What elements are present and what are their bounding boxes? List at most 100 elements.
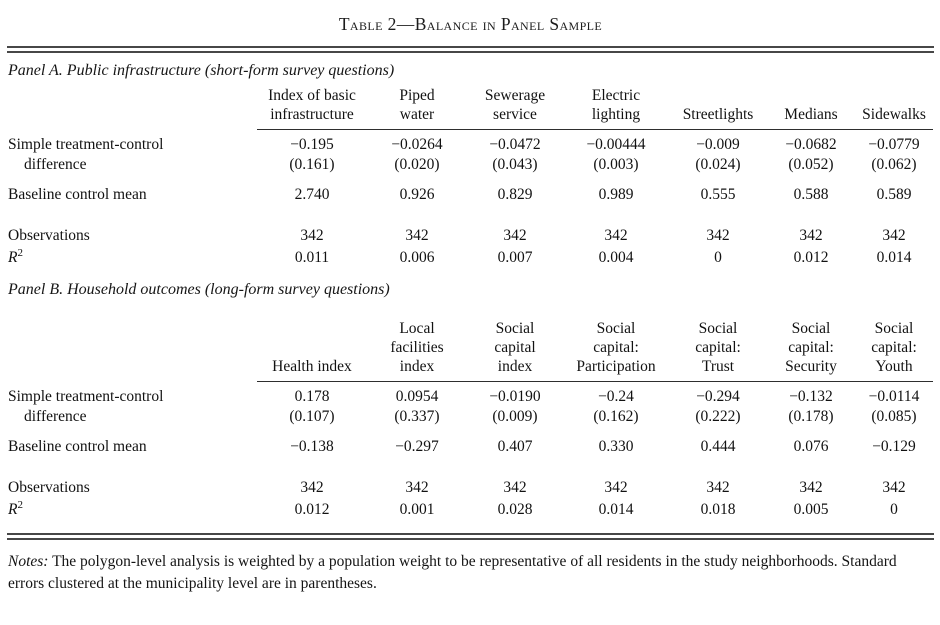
- cell-value: −0.0682 (0.052): [767, 130, 855, 176]
- cell-value: −0.0779 (0.062): [855, 130, 933, 176]
- cell-value: 0: [714, 249, 722, 266]
- bottom-double-rule: [7, 533, 934, 540]
- cell-value: −0.195 (0.161): [257, 130, 367, 176]
- estimate-value: −0.009: [696, 136, 740, 153]
- table-row: Observations 342 342 342 342 342 342 342: [7, 224, 933, 246]
- table-title: Table 2—Balance in Panel Sample: [338, 14, 603, 34]
- cell-value: −0.0264 (0.020): [367, 130, 467, 176]
- table-row: Simple treatment-control difference −0.195…: [7, 130, 933, 176]
- column-header-line: Sidewalks: [862, 106, 926, 123]
- table-row: Baseline control mean 2.740 0.926 0.829 0.98…: [7, 175, 933, 205]
- panel-a: Panel A. Public infrastructure (short-fo…: [7, 62, 934, 272]
- column-header-line: capital: [494, 339, 536, 356]
- estimate-value: −0.0472: [489, 136, 541, 153]
- column-header: Local facilities index: [367, 299, 467, 382]
- column-header-line: Trust: [701, 358, 735, 375]
- cell-value: 0.018: [700, 501, 736, 518]
- column-header: Piped water: [367, 80, 467, 130]
- cell-value: 0.011: [294, 249, 330, 266]
- panel-heading: Panel B. Household outcomes (long-form s…: [8, 281, 390, 298]
- spacer-cell: [7, 457, 933, 476]
- cell-value: 0.014: [876, 249, 912, 266]
- estimate-value: −0.24: [598, 388, 634, 405]
- panels-container: Panel A. Public infrastructure (short-fo…: [7, 62, 934, 524]
- cell-value: 342: [405, 227, 429, 244]
- row-label: Observations: [7, 224, 257, 246]
- row-label: Baseline control mean: [7, 175, 257, 205]
- row-label-line: Baseline control mean: [8, 438, 147, 455]
- panel-heading: Panel A. Public infrastructure (short-fo…: [8, 62, 395, 79]
- estimate-value: −0.0264: [391, 136, 443, 153]
- header-row: Health index Local facilities index Social ca…: [7, 299, 933, 382]
- top-double-rule: [7, 46, 934, 53]
- spacer-row: [7, 205, 933, 224]
- cell-value: 0.004: [598, 249, 634, 266]
- cell-value: −0.132 (0.178): [767, 382, 855, 428]
- cell-value: −0.138: [290, 438, 334, 455]
- row-label-line: Baseline control mean: [8, 186, 147, 203]
- column-header-line: Youth: [875, 358, 913, 375]
- column-header-line: Electric: [591, 87, 641, 104]
- estimate-value: 0.0954: [395, 388, 439, 405]
- column-header-line: Piped: [399, 87, 435, 104]
- column-header: Index of basic infrastructure: [257, 80, 367, 130]
- table-body: Simple treatment-control difference −0.195…: [7, 130, 933, 273]
- column-header-line: Streetlights: [682, 106, 754, 123]
- standard-error: (0.020): [394, 156, 440, 173]
- row-label-line: difference: [24, 155, 87, 173]
- column-header: Social capital index: [467, 299, 563, 382]
- row-label: Observations: [7, 476, 257, 498]
- row-label-line: Observations: [8, 479, 90, 496]
- estimate-value: −0.294: [696, 388, 740, 405]
- column-header-line: capital:: [695, 339, 741, 356]
- estimate-value: −0.132: [789, 388, 833, 405]
- cell-value: 342: [604, 227, 628, 244]
- column-header: Electric lighting: [563, 80, 669, 130]
- table-row: Baseline control mean −0.138 −0.297 0.407 0.…: [7, 427, 933, 457]
- column-header: Sewerage service: [467, 80, 563, 130]
- cell-value: 0.178 (0.107): [257, 382, 367, 428]
- cell-value: 342: [799, 227, 823, 244]
- standard-error: (0.222): [695, 408, 741, 425]
- cell-value: −0.009 (0.024): [669, 130, 767, 176]
- row-label-line: Simple treatment-control: [8, 135, 164, 153]
- balance-table: Index of basic infrastructure Piped water Se…: [7, 80, 933, 272]
- balance-table: Health index Local facilities index Social ca…: [7, 299, 933, 524]
- cell-value: 0.588: [793, 186, 829, 203]
- column-header-line: Social: [698, 320, 738, 337]
- cell-value: 0.007: [497, 249, 533, 266]
- estimate-value: −0.0779: [868, 136, 920, 153]
- table-body: Simple treatment-control difference 0.178 (…: [7, 382, 933, 525]
- cell-value: 0.012: [793, 249, 829, 266]
- cell-value: −0.297: [395, 438, 439, 455]
- column-header-line: Index of basic: [268, 87, 356, 104]
- cell-value: 342: [882, 479, 906, 496]
- column-header-line: Social: [495, 320, 535, 337]
- estimate-value: −0.0682: [785, 136, 837, 153]
- column-header-line: Local: [399, 320, 435, 337]
- column-header: Streetlights: [669, 80, 767, 130]
- column-header-line: infrastructure: [270, 106, 354, 123]
- cell-value: 0.005: [793, 501, 829, 518]
- cell-value: 0.028: [497, 501, 533, 518]
- row-label: Simple treatment-control difference: [7, 130, 257, 176]
- cell-value: 0.407: [497, 438, 533, 455]
- cell-value: −0.0114 (0.085): [855, 382, 933, 428]
- cell-value: −0.00444 (0.003): [563, 130, 669, 176]
- column-header-line: Medians: [784, 106, 838, 123]
- column-header-line: index: [399, 358, 435, 375]
- cell-value: 0.330: [598, 438, 634, 455]
- estimate-value: −0.0114: [868, 388, 920, 405]
- table-row: Observations 342 342 342 342 342 342 342: [7, 476, 933, 498]
- row-label-header: [7, 299, 257, 382]
- row-label-line: difference: [24, 407, 87, 425]
- column-header-line: Participation: [576, 358, 656, 375]
- estimate-value: −0.0190: [489, 388, 541, 405]
- cell-value: 0.555: [700, 186, 736, 203]
- standard-error: (0.043): [492, 156, 538, 173]
- column-header-line: capital:: [871, 339, 917, 356]
- column-header-line: capital:: [788, 339, 834, 356]
- table-row: Simple treatment-control difference 0.178 (…: [7, 382, 933, 428]
- estimate-value: −0.00444: [586, 136, 646, 153]
